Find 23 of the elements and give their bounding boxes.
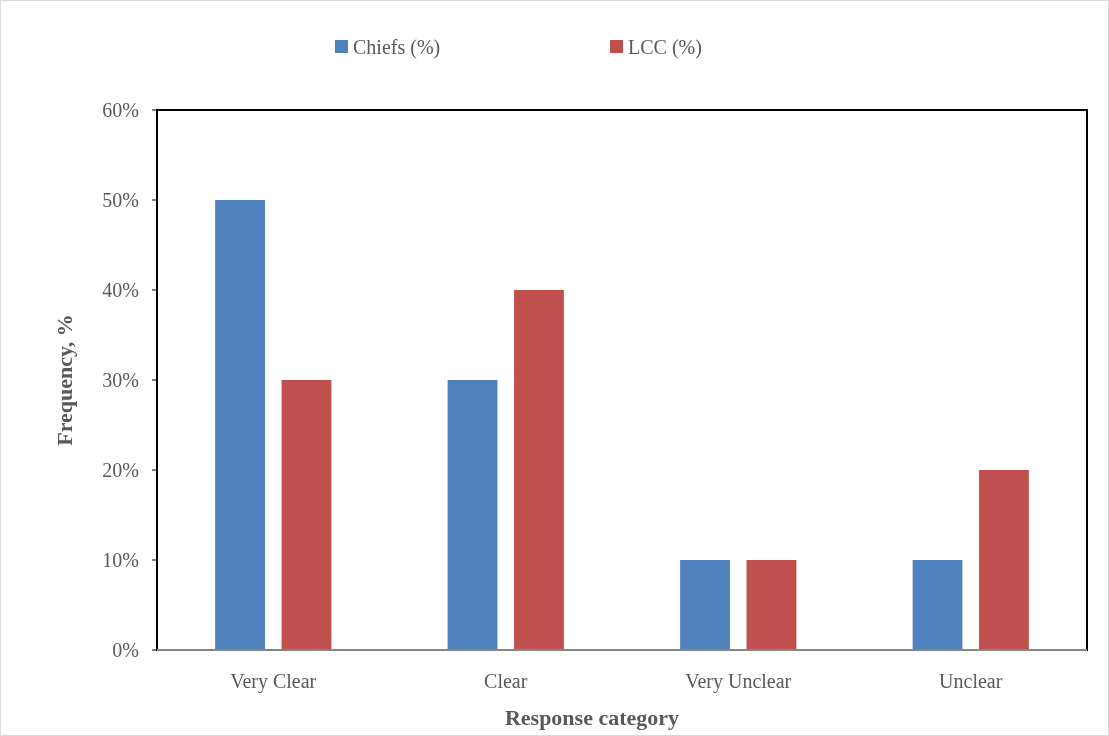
legend-label: LCC (%) bbox=[628, 36, 702, 59]
x-tick-label: Very Clear bbox=[230, 670, 317, 693]
bar bbox=[281, 380, 332, 650]
bar bbox=[746, 560, 797, 650]
y-tick-label: 10% bbox=[102, 549, 139, 571]
x-tick-label: Unclear bbox=[939, 670, 1003, 692]
y-tick-label: 0% bbox=[112, 639, 139, 661]
x-tick-label: Clear bbox=[484, 670, 528, 692]
bar bbox=[979, 470, 1029, 650]
x-axis-title: Response category bbox=[504, 705, 680, 730]
y-tick-label: 40% bbox=[102, 279, 139, 301]
y-tick-label: 50% bbox=[102, 189, 139, 211]
y-tick-label: 60% bbox=[102, 99, 139, 121]
x-tick-label: Very Unclear bbox=[685, 670, 792, 693]
y-tick-label: 30% bbox=[102, 369, 139, 391]
y-axis-title: Frequency, % bbox=[52, 314, 77, 446]
bar bbox=[514, 290, 564, 650]
bar bbox=[447, 380, 498, 650]
y-tick-label: 20% bbox=[102, 459, 139, 481]
bar bbox=[912, 560, 963, 650]
legend-label: Chiefs (%) bbox=[353, 36, 441, 59]
bar bbox=[680, 560, 730, 650]
bar bbox=[215, 200, 265, 650]
